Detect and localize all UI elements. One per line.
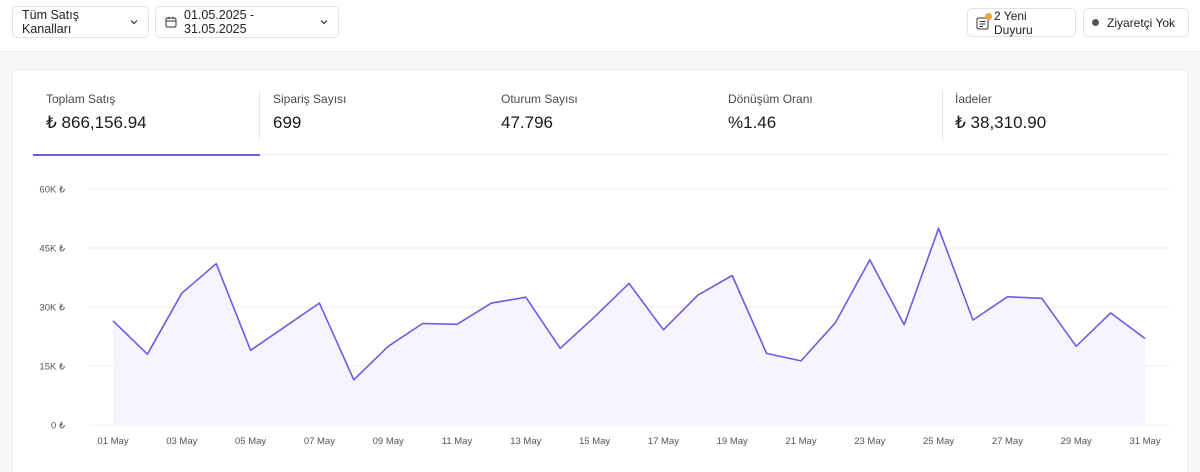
data-point bbox=[318, 302, 321, 305]
status-dot-icon bbox=[1092, 19, 1099, 26]
x-tick-label: 13 May bbox=[510, 436, 541, 447]
data-point bbox=[937, 227, 940, 230]
data-point bbox=[524, 296, 527, 299]
x-tick-label: 11 May bbox=[442, 436, 473, 447]
metric-label: İadeler bbox=[955, 92, 992, 106]
data-point bbox=[249, 349, 252, 352]
x-tick-label: 05 May bbox=[235, 436, 266, 447]
x-tick-label: 27 May bbox=[992, 436, 1023, 447]
announcement-icon bbox=[976, 12, 992, 30]
data-point bbox=[903, 323, 906, 326]
notification-badge bbox=[985, 12, 992, 20]
metric-label: Dönüşüm Oranı bbox=[728, 92, 813, 106]
metric-label: Toplam Satış bbox=[46, 92, 116, 106]
announcements-button[interactable]: 2 Yeni Duyuru bbox=[967, 8, 1076, 37]
data-point bbox=[731, 274, 734, 277]
data-point bbox=[490, 302, 493, 305]
tab-divider bbox=[942, 90, 943, 140]
data-point bbox=[972, 318, 975, 321]
data-point bbox=[696, 294, 699, 297]
announcements-label: 2 Yeni Duyuru bbox=[994, 8, 1033, 37]
chevron-down-icon bbox=[320, 20, 328, 25]
data-point bbox=[1075, 345, 1078, 348]
tab-returns[interactable]: İadeler ₺ 38,310.90 bbox=[942, 70, 1169, 155]
sales-overview-card: Toplam Satış ₺ 866,156.94 Sipariş Sayısı… bbox=[12, 69, 1188, 472]
data-point bbox=[765, 352, 768, 355]
tab-order-count[interactable]: Sipariş Sayısı 699 bbox=[260, 70, 488, 155]
chevron-down-icon bbox=[130, 20, 138, 25]
data-point bbox=[180, 292, 183, 295]
metric-value: 47.796 bbox=[501, 113, 553, 132]
data-point bbox=[284, 325, 287, 328]
x-tick-label: 17 May bbox=[648, 436, 679, 447]
x-tick-label: 29 May bbox=[1061, 436, 1092, 447]
data-point bbox=[1144, 337, 1147, 340]
x-tick-label: 07 May bbox=[304, 436, 335, 447]
data-point bbox=[559, 347, 562, 350]
data-point bbox=[834, 321, 837, 324]
data-point bbox=[593, 315, 596, 318]
calendar-icon bbox=[165, 16, 177, 28]
data-point bbox=[146, 353, 149, 356]
data-point bbox=[868, 258, 871, 261]
series-area bbox=[113, 228, 1145, 425]
sales-channel-dropdown[interactable]: Tüm Satış Kanalları bbox=[12, 6, 149, 38]
data-point bbox=[662, 328, 665, 331]
y-tick-label: 30K ₺ bbox=[39, 303, 66, 314]
visitors-status-button[interactable]: Ziyaretçi Yok bbox=[1083, 8, 1189, 37]
x-tick-label: 25 May bbox=[923, 436, 954, 447]
metric-label: Oturum Sayısı bbox=[501, 92, 578, 106]
x-tick-label: 21 May bbox=[785, 436, 816, 447]
x-tick-label: 03 May bbox=[166, 436, 197, 447]
x-tick-label: 15 May bbox=[579, 436, 610, 447]
top-toolbar: Tüm Satış Kanalları 01.05.2025 - 31.05.2… bbox=[0, 0, 1200, 52]
data-point bbox=[387, 345, 390, 348]
x-tick-label: 23 May bbox=[854, 436, 885, 447]
y-tick-label: 60K ₺ bbox=[39, 185, 66, 196]
data-point bbox=[421, 322, 424, 325]
tab-total-sales[interactable]: Toplam Satış ₺ 866,156.94 bbox=[33, 70, 260, 156]
data-point bbox=[1109, 311, 1112, 314]
data-point bbox=[112, 319, 115, 322]
sales-channel-label: Tüm Satış Kanalları bbox=[22, 8, 79, 36]
y-tick-label: 0 ₺ bbox=[51, 421, 66, 432]
data-point bbox=[1006, 295, 1009, 298]
date-range-label: 01.05.2025 - 31.05.2025 bbox=[184, 8, 255, 36]
data-point bbox=[456, 323, 459, 326]
series-line bbox=[112, 227, 1146, 381]
tab-session-count[interactable]: Oturum Sayısı 47.796 bbox=[488, 70, 716, 155]
data-point bbox=[628, 282, 631, 285]
metric-value: ₺ 38,310.90 bbox=[955, 113, 1047, 132]
data-point bbox=[1040, 297, 1043, 300]
data-point bbox=[215, 262, 218, 265]
date-range-picker[interactable]: 01.05.2025 - 31.05.2025 bbox=[155, 6, 339, 38]
visitors-label: Ziyaretçi Yok bbox=[1107, 15, 1176, 30]
x-tick-label: 19 May bbox=[717, 436, 748, 447]
metric-value: %1.46 bbox=[728, 113, 777, 132]
data-point bbox=[352, 378, 355, 381]
metric-label: Sipariş Sayısı bbox=[273, 92, 347, 106]
metric-tabs: Toplam Satış ₺ 866,156.94 Sipariş Sayısı… bbox=[33, 70, 1169, 156]
x-tick-label: 09 May bbox=[373, 436, 404, 447]
x-tick-label: 01 May bbox=[97, 436, 128, 447]
metric-value: ₺ 866,156.94 bbox=[46, 113, 147, 132]
y-tick-label: 15K ₺ bbox=[39, 362, 66, 373]
data-point bbox=[800, 359, 803, 362]
metric-value: 699 bbox=[273, 113, 302, 132]
x-tick-label: 31 May bbox=[1129, 436, 1160, 447]
y-tick-label: 45K ₺ bbox=[39, 244, 66, 255]
tab-conversion-rate[interactable]: Dönüşüm Oranı %1.46 bbox=[715, 70, 942, 155]
tab-divider bbox=[259, 90, 260, 140]
sales-area-chart: 0 ₺ 15K ₺ 30K ₺ 45K ₺ 60K ₺ 01 May 03 May 05 Ma… bbox=[39, 185, 1169, 447]
